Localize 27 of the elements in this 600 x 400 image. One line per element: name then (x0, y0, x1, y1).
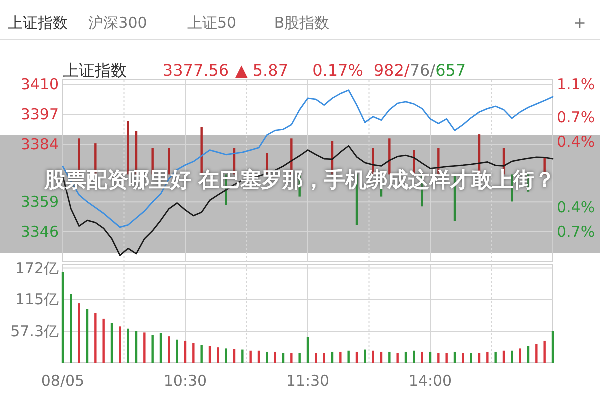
x-tick-label: 08/05 (41, 372, 85, 390)
y-tick-label: 172亿 (15, 259, 59, 278)
text: B股指数 (274, 14, 330, 32)
text: ▲ 5.87 (235, 61, 289, 80)
text: 上证指数 (63, 61, 127, 80)
text: 上证指数 (8, 14, 68, 32)
y2-tick-label: 0.7% (557, 223, 596, 242)
y-tick-label: 3397 (20, 106, 59, 124)
text: + (574, 14, 586, 32)
y-tick-label: 3410 (20, 76, 59, 94)
text: 上证50 (187, 14, 237, 32)
y2-tick-label: 0.4% (557, 198, 596, 216)
y-tick-label: 57.3亿 (10, 322, 59, 340)
y2-tick-label: 1.1% (557, 76, 596, 94)
y-tick-label: 115亿 (15, 290, 59, 309)
y-tick-label: 3346 (20, 223, 59, 242)
y2-tick-label: 0.4% (557, 132, 596, 151)
x-tick-label: 14:00 (408, 372, 452, 390)
y-tick-label: 3384 (20, 136, 59, 154)
text: 沪深300 (88, 14, 148, 32)
text: 0.17% (312, 61, 364, 80)
y-tick-label: 3359 (20, 193, 59, 212)
x-tick-label: 10:30 (164, 372, 208, 390)
y2-tick-label: 0.7% (557, 108, 596, 126)
text: 982/76/657 (374, 61, 466, 80)
text: 3377.56 (162, 61, 230, 80)
x-tick-label: 11:30 (286, 372, 330, 390)
